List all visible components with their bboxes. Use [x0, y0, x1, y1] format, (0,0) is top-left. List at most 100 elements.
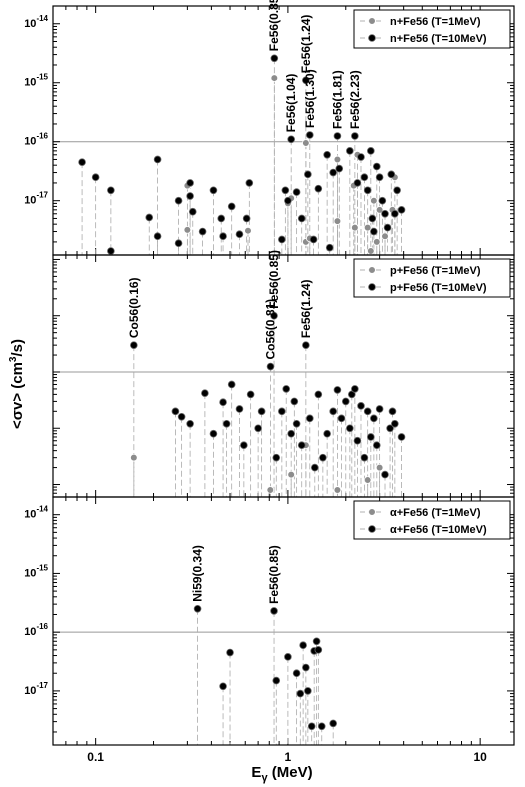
data-point	[282, 385, 291, 393]
data-point	[309, 235, 318, 244]
panels: 10-14 10-15 10-16 10-17 Fe56(0.85) Fe56(1.24)…	[24, 0, 515, 746]
data-point	[333, 486, 342, 494]
data-point	[287, 135, 295, 144]
line-annotation: Fe56(0.85)	[267, 0, 281, 51]
data-point	[329, 719, 337, 728]
data-point	[351, 223, 359, 232]
data-point	[186, 419, 194, 428]
data-point	[153, 232, 162, 240]
data-point	[367, 433, 375, 441]
data-point	[186, 192, 194, 200]
data-point	[297, 441, 306, 449]
legend-label: α+Fe56 (T=10MeV)	[390, 524, 487, 536]
data-point	[244, 226, 252, 235]
data-point	[372, 162, 381, 171]
data-point	[242, 214, 251, 223]
data-point	[314, 184, 323, 193]
data-point	[370, 227, 378, 236]
data-point	[296, 689, 305, 698]
data-point	[360, 173, 369, 182]
data-point	[292, 669, 301, 678]
data-point	[287, 429, 295, 438]
data-point	[153, 155, 162, 164]
data-point	[302, 341, 310, 349]
line-annotation: Fe56(1.04)	[284, 74, 298, 133]
line-annotation: Fe56(1.24)	[299, 279, 313, 338]
legend-marker	[368, 17, 376, 25]
data-point	[304, 170, 312, 179]
data-point	[370, 196, 378, 205]
y-tick-label: 10-15	[24, 563, 48, 579]
legend-marker	[368, 525, 376, 533]
data-point	[381, 232, 389, 240]
data-point	[284, 196, 292, 205]
data-point	[254, 424, 262, 433]
data-point	[363, 407, 372, 416]
data-point	[270, 311, 278, 320]
data-point	[292, 188, 301, 196]
data-point	[290, 397, 299, 406]
data-point	[193, 604, 202, 613]
data-point	[351, 385, 359, 393]
data-point	[306, 414, 314, 423]
data-point	[375, 173, 384, 182]
data-point	[335, 164, 344, 173]
panel-p+Fe56: Co56(0.16) Co56(0.81)Fe56(0.85) Fe56(1.24)…	[52, 250, 515, 498]
legend-label: n+Fe56 (T=10MeV)	[390, 33, 487, 45]
data-point	[91, 173, 100, 182]
data-point	[107, 186, 115, 195]
data-point	[333, 155, 342, 164]
data-point	[209, 429, 218, 438]
data-point	[284, 653, 292, 661]
data-point	[219, 232, 227, 240]
data-point	[370, 414, 378, 423]
data-point	[226, 648, 234, 657]
data-point	[383, 223, 392, 232]
data-point	[381, 209, 389, 218]
data-point	[78, 158, 86, 166]
data-point	[130, 341, 138, 349]
data-point	[299, 641, 307, 649]
y-tick-label: 10-17	[24, 681, 48, 697]
data-point	[270, 54, 279, 63]
data-point	[297, 214, 306, 223]
data-point	[360, 453, 369, 462]
data-point	[219, 682, 227, 691]
plot-area	[78, 54, 406, 255]
data-point	[351, 132, 359, 140]
data-point	[375, 206, 384, 214]
data-point	[209, 186, 218, 195]
y-tick-label: 10-14	[24, 505, 48, 521]
data-point	[278, 407, 286, 416]
y-tick-label: 10-15	[24, 73, 48, 89]
legend-marker	[368, 508, 376, 516]
data-point	[130, 453, 138, 462]
y-tick-label: 10-14	[24, 14, 48, 30]
data-point	[174, 196, 183, 205]
legend-label: p+Fe56 (T=10MeV)	[390, 282, 487, 294]
data-point	[201, 389, 209, 397]
data-point	[357, 153, 365, 161]
data-point	[381, 470, 389, 479]
data-point	[272, 453, 281, 462]
data-point	[222, 419, 231, 428]
data-point	[245, 179, 254, 187]
data-point	[323, 429, 331, 438]
data-point	[107, 247, 115, 255]
data-point	[257, 407, 266, 416]
data-point	[367, 247, 375, 255]
line-annotation: Fe56(1.24)	[299, 15, 313, 74]
data-point	[317, 722, 326, 731]
data-point	[363, 186, 372, 195]
legend-box	[353, 500, 511, 540]
line-annotation: Ni59(0.34)	[191, 545, 205, 602]
legend-box	[353, 9, 511, 49]
data-point	[145, 213, 154, 222]
data-point	[333, 132, 342, 140]
data-point	[307, 722, 316, 731]
data-point	[306, 131, 314, 139]
data-point	[198, 227, 207, 236]
data-point	[319, 453, 327, 462]
data-point	[281, 186, 290, 195]
